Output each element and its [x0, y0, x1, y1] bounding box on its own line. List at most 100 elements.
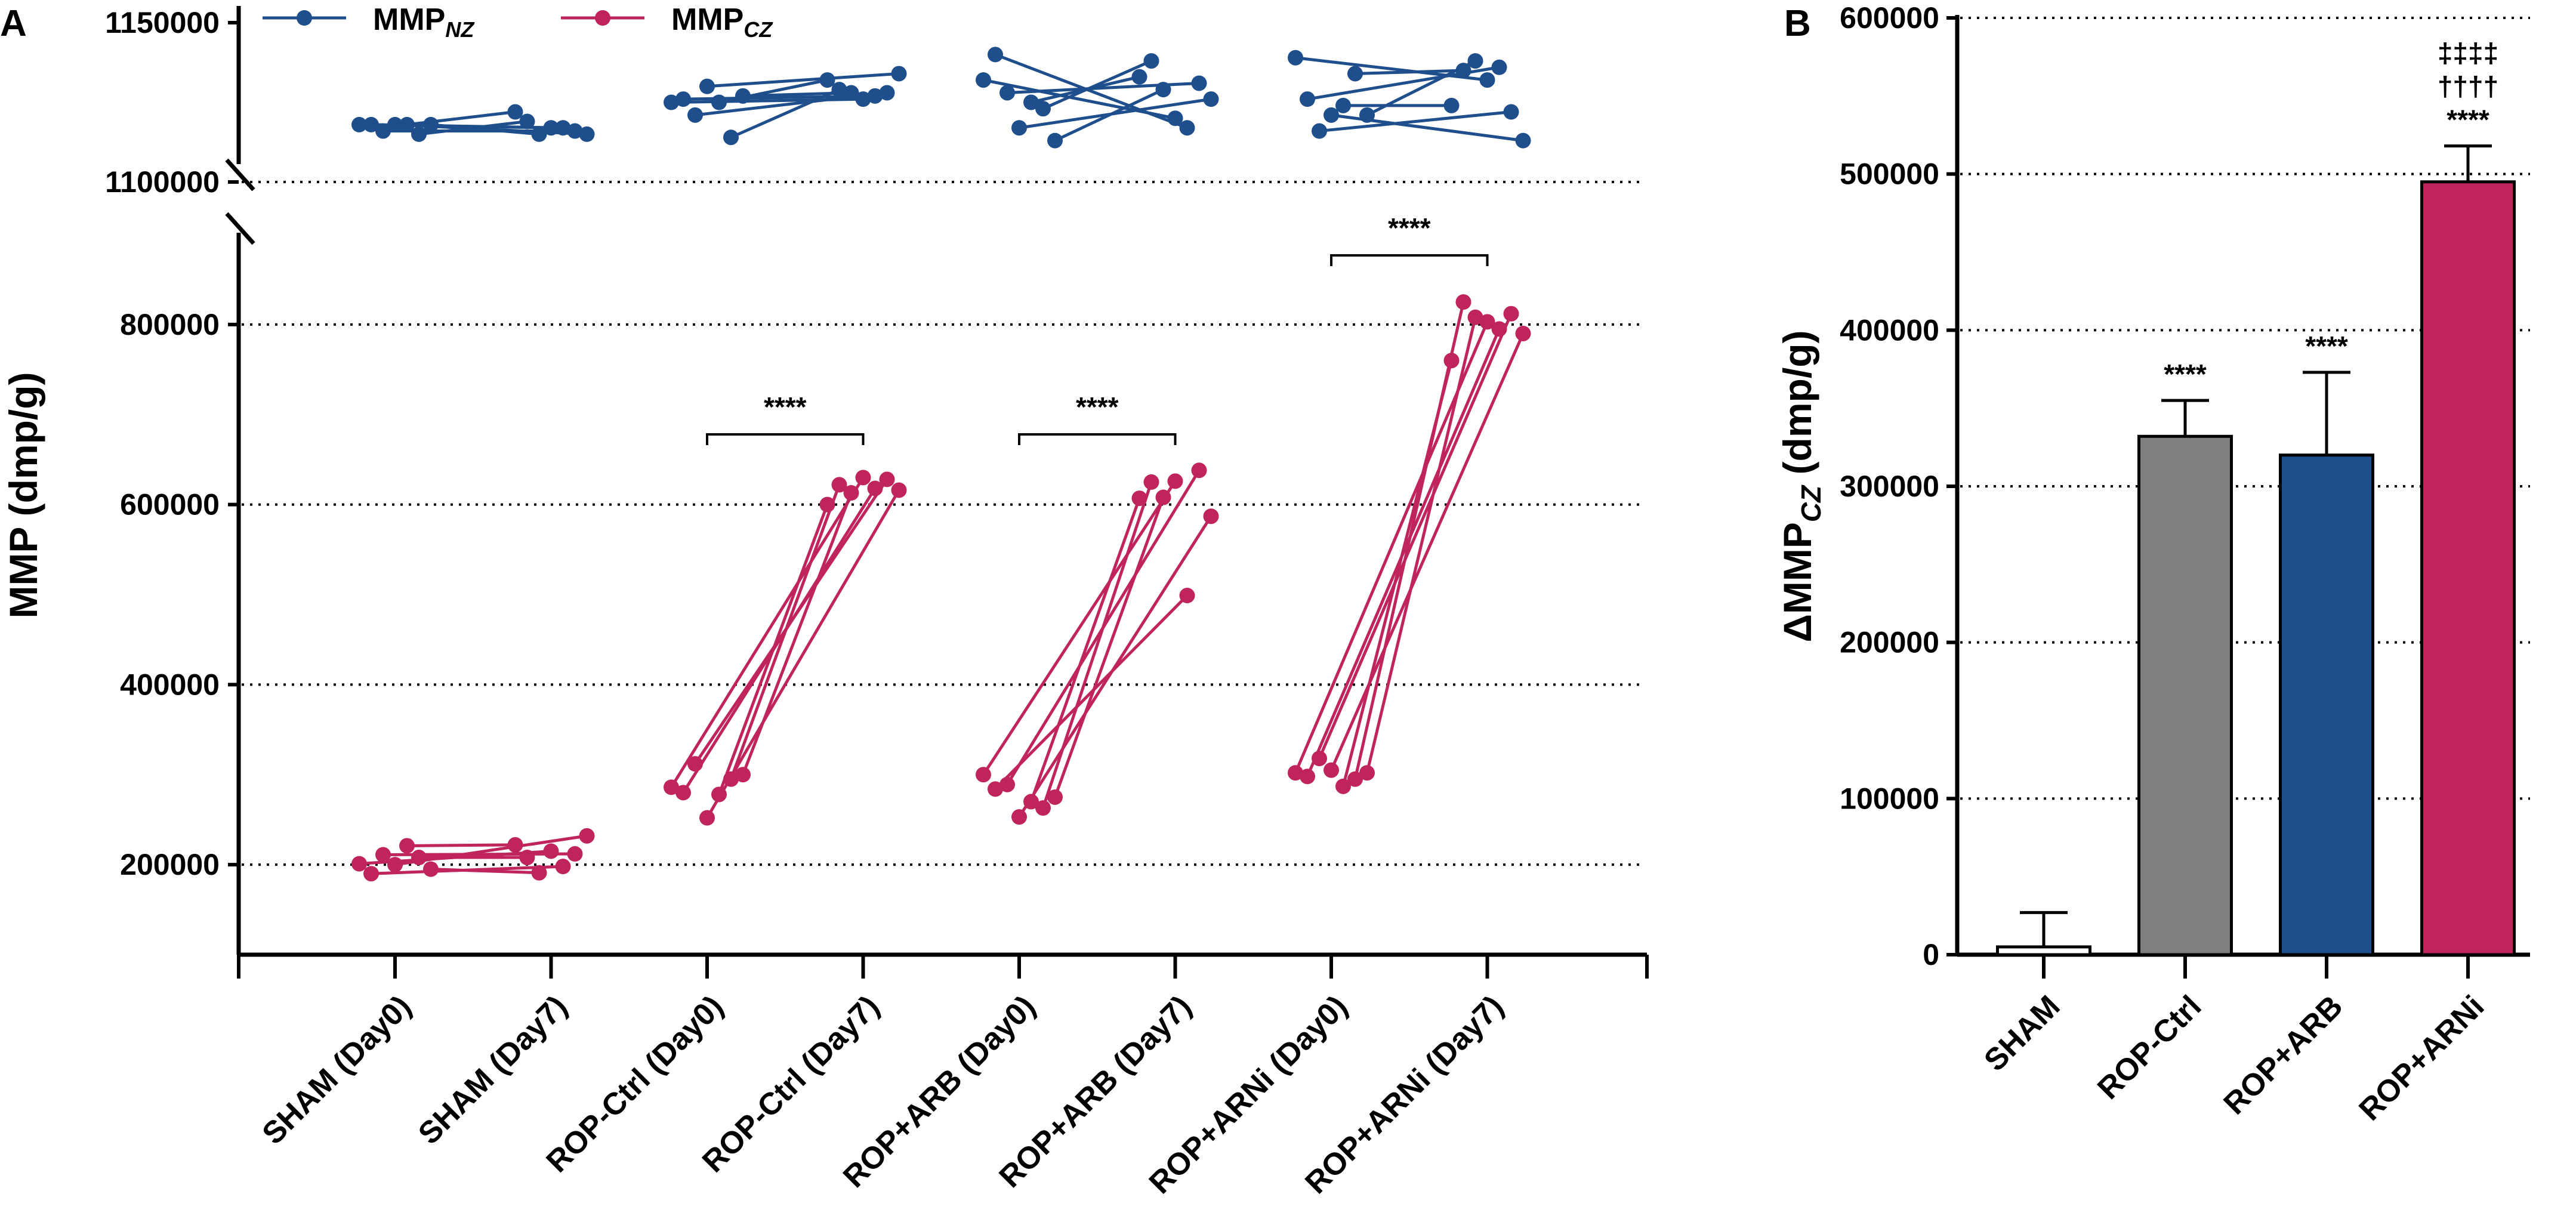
cz-point-day0 [1288, 765, 1303, 781]
nz-point-day0 [999, 85, 1015, 101]
nz-point-day0 [1324, 107, 1339, 123]
cz-point-day0 [735, 767, 751, 783]
nz-point-day0 [976, 72, 991, 88]
cz-point-day0 [687, 756, 703, 772]
nz-point-day0 [1335, 97, 1351, 113]
cz-point-day7 [1191, 462, 1207, 479]
significance-bracket [706, 433, 865, 445]
cz-point-day0 [976, 767, 991, 783]
legend-cz-marker [595, 10, 610, 26]
nz-point-day0 [363, 116, 379, 132]
nz-point-day0 [1288, 50, 1303, 66]
cz-point-day0 [351, 856, 367, 872]
panel-a-x-ticks: SHAM (Day0)SHAM (Day7)ROP-Ctrl (Day0)ROP… [237, 955, 1649, 1201]
cz-point-day0 [1300, 769, 1315, 785]
cz-point-day0 [711, 786, 727, 803]
panel-a: 200000 400000 600000 800000 1100000 1150000 S… [1, 2, 1649, 1201]
y-tick-label: 200000 [120, 848, 220, 881]
cz-point-day7 [519, 850, 535, 866]
nz-point-day7 [879, 85, 895, 101]
cz-point-day0 [1047, 789, 1063, 805]
nz-point-day0 [399, 116, 415, 132]
significance-label: **** [1076, 391, 1119, 422]
nz-paired-line [1355, 69, 1464, 75]
nz-point-day7 [1131, 69, 1147, 85]
panel-a-axes [225, 6, 1647, 957]
nz-point-day0 [1035, 101, 1051, 117]
nz-paired-line [707, 72, 899, 88]
cz-point-day7 [507, 837, 523, 853]
axis-break-mark-2 [225, 212, 255, 245]
cz-point-day7 [1467, 309, 1483, 325]
panel-b: 0 100000 200000 300000 400000 500000 600000 **… [1775, 1, 2530, 1128]
y-tick-label: 400000 [1840, 313, 1939, 347]
nz-point-day7 [1479, 72, 1495, 88]
cz-point-day7 [1155, 489, 1171, 505]
panel-a-gridlines [242, 181, 1644, 866]
nz-point-day0 [711, 94, 727, 110]
x-tick-label: ROP+ARNi [2352, 989, 2491, 1127]
bar-annotation: **** [2305, 331, 2348, 362]
y-tick-label: 800000 [120, 308, 220, 341]
x-tick-label: SHAM (Day7) [412, 989, 574, 1151]
nz-point-day7 [1179, 120, 1195, 136]
bar [1996, 945, 2091, 956]
bar-annotation: **** [2164, 359, 2207, 390]
nz-point-day7 [843, 85, 859, 101]
nz-point-day0 [351, 116, 367, 132]
cz-point-day7 [555, 859, 571, 875]
nz-paired-line [730, 88, 840, 139]
nz-point-day7 [1155, 82, 1171, 98]
cz-point-day0 [1335, 778, 1351, 794]
nz-point-day7 [579, 126, 595, 142]
cz-point-day7 [891, 482, 907, 498]
x-tick-label: ROP-Ctrl [2091, 989, 2208, 1106]
nz-point-day7 [1143, 53, 1159, 69]
cz-point-day0 [399, 838, 415, 854]
nz-point-day0 [1359, 107, 1375, 123]
cz-paired-line [741, 492, 853, 776]
cz-paired-line [729, 484, 841, 780]
cz-point-day7 [1179, 588, 1195, 604]
cz-point-day7 [1455, 294, 1471, 310]
y-tick-label: 600000 [120, 488, 220, 521]
legend-cz-label: MMPCZ [671, 2, 773, 42]
nz-point-day0 [675, 91, 691, 107]
y-tick-label: 100000 [1840, 782, 1939, 815]
significance-label: **** [1388, 212, 1431, 243]
nz-point-day7 [531, 126, 547, 142]
cz-paired-line [406, 843, 516, 847]
cz-point-day7 [531, 865, 547, 881]
nz-point-day0 [1312, 123, 1327, 139]
bar [2137, 434, 2233, 956]
cz-point-day0 [723, 771, 739, 787]
cz-point-day7 [567, 846, 583, 862]
cz-paired-line [670, 477, 865, 788]
cz-point-day7 [843, 485, 859, 501]
bar [2279, 453, 2374, 956]
cz-paired-line [430, 868, 539, 875]
nz-point-day7 [891, 66, 907, 82]
cz-paired-line [1029, 498, 1141, 803]
cz-paired-line [394, 834, 587, 866]
cz-paired-line [717, 504, 829, 795]
nz-point-day7 [1491, 59, 1507, 75]
cz-point-day0 [375, 847, 391, 863]
cz-point-day7 [1503, 306, 1519, 322]
nz-point-day7 [1515, 132, 1531, 149]
cz-paired-line [1318, 313, 1513, 760]
cz-point-day7 [579, 828, 595, 844]
nz-point-day0 [687, 107, 703, 123]
nz-paired-line [995, 53, 1188, 129]
nz-point-day0 [735, 88, 751, 104]
nz-point-day0 [387, 116, 403, 132]
nz-point-day7 [519, 113, 535, 129]
panel-b-label: B [1784, 3, 1811, 44]
cz-point-day0 [1035, 800, 1051, 816]
nz-point-day0 [1023, 94, 1039, 110]
x-tick-label: SHAM (Day0) [256, 989, 418, 1151]
x-tick-label: SHAM [1977, 989, 2066, 1078]
y-tick-label: 1150000 [105, 6, 220, 39]
series-cz-lines [351, 294, 1531, 882]
panel-b-x-ticks: SHAM ROP-Ctrl ROP+ARB ROP+ARNi [1977, 955, 2491, 1128]
